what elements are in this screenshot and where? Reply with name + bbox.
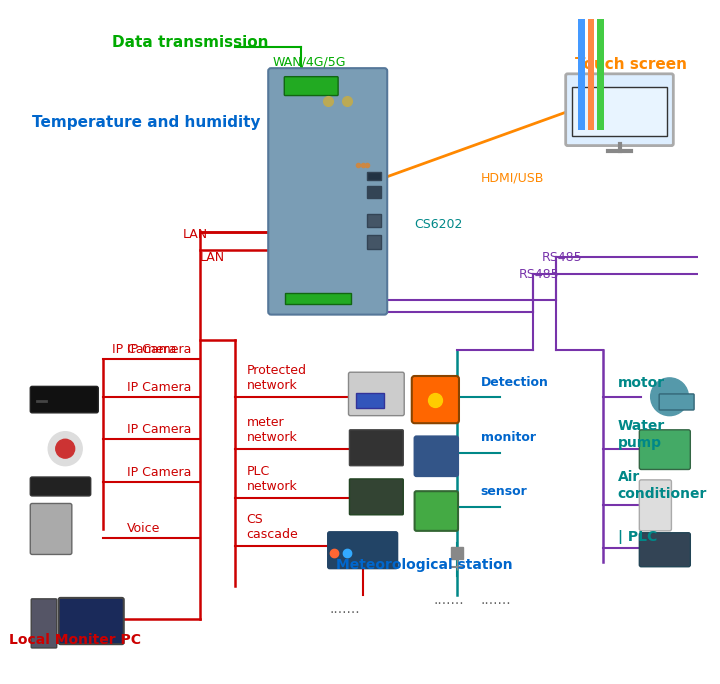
FancyBboxPatch shape <box>328 531 397 568</box>
FancyBboxPatch shape <box>415 491 458 531</box>
FancyBboxPatch shape <box>349 430 403 466</box>
Text: sensor: sensor <box>481 485 528 498</box>
FancyBboxPatch shape <box>639 430 690 469</box>
Text: IP Camera: IP Camera <box>127 343 191 356</box>
Text: CS6202: CS6202 <box>415 218 463 231</box>
Text: monitor: monitor <box>481 431 536 444</box>
FancyBboxPatch shape <box>367 235 381 248</box>
Bar <box>598 0 604 131</box>
Text: meter
network: meter network <box>246 416 297 444</box>
Text: IP Camera: IP Camera <box>127 423 191 436</box>
FancyBboxPatch shape <box>30 503 72 555</box>
Text: | PLC: | PLC <box>618 529 657 544</box>
Text: IP Camera: IP Camera <box>112 343 177 356</box>
Text: Protected
network: Protected network <box>246 364 307 392</box>
FancyBboxPatch shape <box>31 598 57 648</box>
Text: HDMI/USB: HDMI/USB <box>481 171 544 184</box>
Text: .......: ....... <box>433 593 464 607</box>
Text: Touch screen: Touch screen <box>575 57 687 72</box>
Circle shape <box>651 378 688 416</box>
FancyBboxPatch shape <box>639 480 672 531</box>
FancyBboxPatch shape <box>58 598 124 644</box>
Text: LAN: LAN <box>184 228 208 241</box>
FancyBboxPatch shape <box>367 172 381 180</box>
Bar <box>588 0 595 131</box>
Text: PLC
network: PLC network <box>246 465 297 493</box>
FancyBboxPatch shape <box>572 87 667 136</box>
Text: RS485: RS485 <box>518 267 559 280</box>
FancyBboxPatch shape <box>367 213 381 227</box>
Text: RS485: RS485 <box>542 250 582 263</box>
FancyBboxPatch shape <box>415 436 458 476</box>
Text: motor: motor <box>618 376 665 390</box>
Text: Local Moniter PC: Local Moniter PC <box>9 633 140 647</box>
FancyBboxPatch shape <box>659 394 694 410</box>
Bar <box>578 0 585 131</box>
FancyBboxPatch shape <box>30 477 91 496</box>
FancyBboxPatch shape <box>367 186 381 198</box>
Text: .......: ....... <box>481 593 511 607</box>
Text: Temperature and humidity: Temperature and humidity <box>32 116 261 131</box>
Text: Air
conditioner: Air conditioner <box>618 471 707 501</box>
FancyBboxPatch shape <box>349 479 403 515</box>
Text: CS
cascade: CS cascade <box>246 513 298 541</box>
FancyBboxPatch shape <box>30 386 98 413</box>
FancyBboxPatch shape <box>412 376 459 423</box>
Text: LAN: LAN <box>200 250 225 263</box>
Text: Data transmission: Data transmission <box>112 35 269 50</box>
FancyBboxPatch shape <box>639 533 690 567</box>
FancyBboxPatch shape <box>269 68 387 315</box>
Text: Detection: Detection <box>481 376 549 389</box>
FancyBboxPatch shape <box>566 74 673 146</box>
FancyBboxPatch shape <box>285 293 351 304</box>
Text: Meteorological station: Meteorological station <box>336 558 513 572</box>
Circle shape <box>55 439 75 458</box>
Text: Water
pump: Water pump <box>618 419 665 449</box>
FancyBboxPatch shape <box>356 393 384 408</box>
Text: WAN/4G/5G: WAN/4G/5G <box>273 55 346 68</box>
Text: IP Camera: IP Camera <box>127 466 191 479</box>
FancyBboxPatch shape <box>284 77 338 96</box>
Text: IP Camera: IP Camera <box>127 381 191 394</box>
Text: Voice: Voice <box>127 523 160 536</box>
Text: .......: ....... <box>330 602 360 616</box>
FancyBboxPatch shape <box>348 372 404 416</box>
Circle shape <box>48 432 82 466</box>
